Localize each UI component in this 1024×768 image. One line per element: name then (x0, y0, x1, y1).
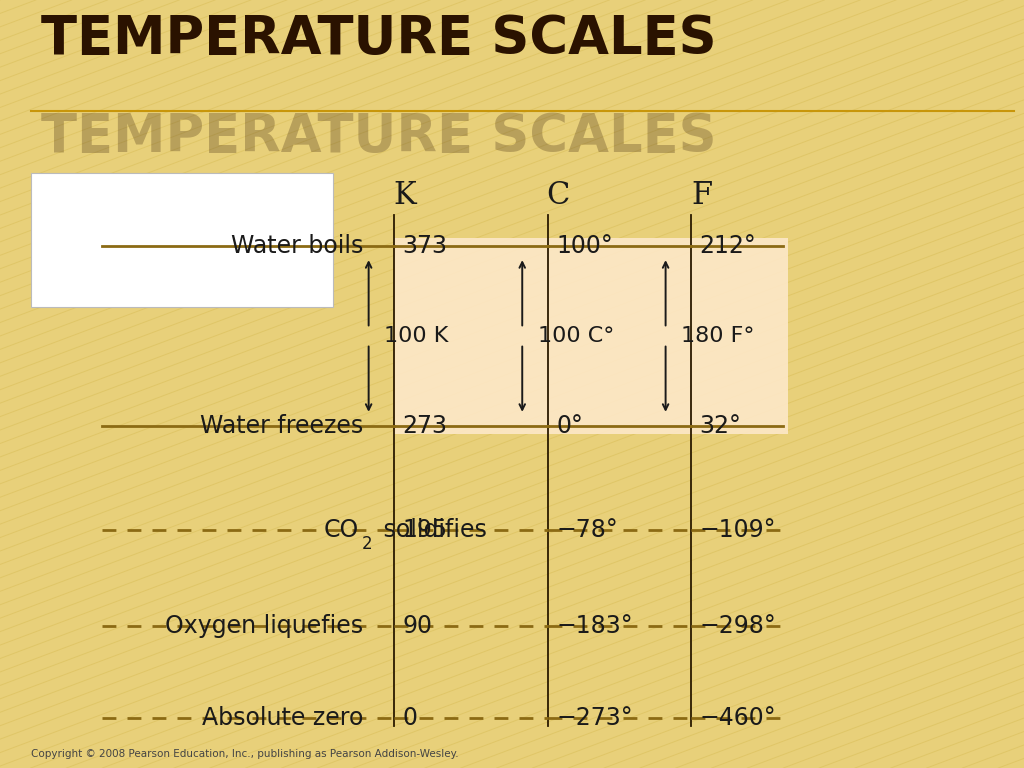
Text: 373: 373 (402, 233, 447, 258)
Text: 32°: 32° (699, 414, 741, 439)
Bar (31, 173, 333, 307)
Text: −298°: −298° (699, 614, 776, 638)
Text: TEMPERATURE SCALES: TEMPERATURE SCALES (41, 13, 717, 65)
Text: 90: 90 (402, 614, 432, 638)
Text: Water boils: Water boils (231, 233, 364, 258)
Text: −109°: −109° (699, 518, 776, 542)
Text: K: K (393, 180, 416, 211)
Text: C: C (547, 180, 569, 211)
Text: 2: 2 (361, 535, 372, 553)
Text: CO: CO (324, 518, 358, 542)
Text: 0°: 0° (556, 414, 583, 439)
Text: Copyright © 2008 Pearson Education, Inc., publishing as Pearson Addison-Wesley.: Copyright © 2008 Pearson Education, Inc.… (31, 749, 459, 759)
Bar (394, 238, 788, 434)
Text: Absolute zero: Absolute zero (202, 706, 364, 730)
Text: solidifies: solidifies (376, 518, 486, 542)
Text: F: F (691, 180, 712, 211)
Text: 100 C°: 100 C° (538, 326, 614, 346)
Text: −78°: −78° (556, 518, 617, 542)
Text: 0: 0 (402, 706, 418, 730)
Text: TEMPERATURE SCALES: TEMPERATURE SCALES (41, 111, 717, 163)
Text: Oxygen liquefies: Oxygen liquefies (166, 614, 364, 638)
Text: 195: 195 (402, 518, 447, 542)
Text: 100°: 100° (556, 233, 612, 258)
Text: 212°: 212° (699, 233, 756, 258)
Text: −460°: −460° (699, 706, 776, 730)
Text: 180 F°: 180 F° (681, 326, 755, 346)
Text: −183°: −183° (556, 614, 633, 638)
Text: Water freezes: Water freezes (201, 414, 364, 439)
Text: 273: 273 (402, 414, 447, 439)
Text: 100 K: 100 K (384, 326, 449, 346)
Text: −273°: −273° (556, 706, 633, 730)
